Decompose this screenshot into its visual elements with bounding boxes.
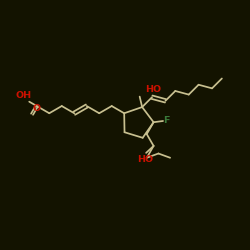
Text: F: F [163,116,169,126]
Text: O: O [33,104,41,113]
Text: OH: OH [16,92,32,100]
Text: HO: HO [137,155,153,164]
Text: HO: HO [145,85,161,94]
